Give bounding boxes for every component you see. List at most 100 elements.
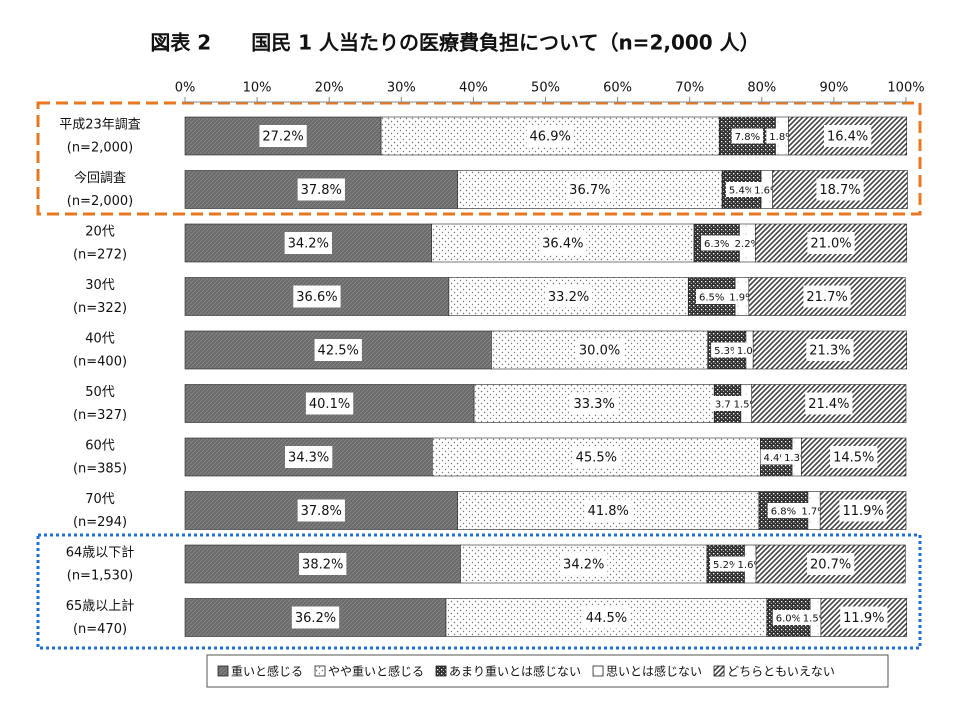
value-label: 33.3% <box>574 397 615 412</box>
value-label-bg <box>560 553 608 575</box>
value-label: 6.8% <box>771 507 796 518</box>
value-label: 36.6% <box>296 290 337 305</box>
value-label: 6.3% <box>704 239 729 250</box>
value-label-bg <box>830 446 878 468</box>
category-label: 70代 <box>85 492 115 507</box>
category-sublabel: (n=385) <box>73 462 127 477</box>
x-tick-label: 70% <box>675 81 704 96</box>
value-label-bg <box>695 289 728 304</box>
x-tick-label: 30% <box>387 81 416 96</box>
category-label: 64歳以下計 <box>66 545 135 561</box>
value-label: 37.8% <box>301 183 342 198</box>
value-label: 4.4% <box>764 453 789 464</box>
category-label: 65歳以上計 <box>66 598 135 614</box>
legend-swatch <box>217 665 229 677</box>
value-label-bg <box>291 606 340 629</box>
x-tick-label: 60% <box>603 81 632 96</box>
x-tick-label: 50% <box>531 81 560 96</box>
value-label-bg <box>582 606 631 629</box>
value-label-bg <box>805 392 853 415</box>
x-tick-label: 10% <box>243 81 272 96</box>
value-label-bg <box>297 178 345 201</box>
x-tick-label: 40% <box>459 81 488 96</box>
value-label: 11.9% <box>842 504 883 519</box>
value-label: 38.2% <box>302 558 343 573</box>
value-label-bg <box>806 553 855 575</box>
category-label: 60代 <box>85 439 115 454</box>
bar-segment <box>751 384 907 423</box>
highlight-box <box>36 533 922 650</box>
legend-label: 思いとは感じない <box>606 664 702 679</box>
category-label: 平成23年調査 <box>59 118 141 133</box>
category-label: 50代 <box>85 385 115 400</box>
value-label-bg <box>259 125 307 147</box>
x-tick-label: 80% <box>747 81 776 96</box>
value-label: 6.5% <box>699 293 724 304</box>
value-label-bg <box>803 285 851 308</box>
value-label-bg <box>840 606 888 629</box>
value-label-bg <box>566 178 614 201</box>
value-label: 36.7% <box>569 183 610 198</box>
category-sublabel: (n=322) <box>73 301 127 316</box>
value-label: 46.9% <box>530 130 571 145</box>
value-label-bg <box>839 499 887 522</box>
value-label-bg <box>823 125 872 147</box>
value-label-bg <box>299 553 347 575</box>
legend-label: あまり重いとは感じない <box>449 664 581 679</box>
category-sublabel: (n=2,000) <box>67 141 134 156</box>
value-label: 5.3% <box>714 346 739 357</box>
value-label-bg <box>570 392 618 415</box>
category-sublabel: (n=1,530) <box>67 569 134 584</box>
value-label-bg <box>701 235 733 251</box>
value-label: 40.1% <box>309 397 350 412</box>
x-tick-label: 100% <box>887 81 924 96</box>
value-label-bg <box>725 182 758 197</box>
category-label: 今回調査 <box>74 170 126 186</box>
category-sublabel: (n=327) <box>73 408 127 423</box>
bar-segment <box>184 544 461 584</box>
legend-swatch <box>435 665 447 677</box>
value-label-bg <box>816 178 864 201</box>
value-label: 1.5% <box>734 400 759 411</box>
value-label: 45.5% <box>576 451 617 466</box>
value-label: 1.3% <box>784 453 809 464</box>
value-label-bg <box>526 125 574 147</box>
value-label-bg <box>575 339 624 361</box>
value-label-bg <box>305 392 354 415</box>
value-label-bg <box>710 556 742 572</box>
value-label: 41.8% <box>588 504 629 519</box>
x-tick-label: 20% <box>315 81 344 96</box>
value-label: 18.7% <box>819 183 860 198</box>
value-label: 21.7% <box>806 290 847 305</box>
value-label: 1.7% <box>801 507 826 518</box>
category-label: 40代 <box>85 332 115 347</box>
category-label: 20代 <box>85 225 115 240</box>
value-label: 34.2% <box>288 237 329 252</box>
value-label: 30.0% <box>579 344 620 359</box>
value-label-bg <box>293 285 341 308</box>
legend-label: どちらともいえない <box>727 665 835 679</box>
value-label: 1.8% <box>769 132 794 143</box>
value-label: 21.3% <box>809 344 850 359</box>
value-label: 5.4% <box>729 186 754 197</box>
value-label: 37.8% <box>301 504 342 519</box>
value-label: 44.5% <box>586 611 627 626</box>
legend-label: やや重いと感じる <box>328 664 424 679</box>
value-label-bg <box>772 610 805 625</box>
value-label: 21.4% <box>808 397 849 412</box>
category-label: 30代 <box>85 278 115 293</box>
value-label-bg <box>767 503 800 518</box>
value-label: 2.2% <box>735 239 760 250</box>
value-label-bg <box>539 232 587 254</box>
value-label: 36.2% <box>295 611 336 626</box>
value-label: 34.3% <box>288 451 329 466</box>
value-label: 1.6% <box>738 560 763 571</box>
legend-label: 重いと感じる <box>231 664 303 679</box>
value-label: 7.8% <box>735 132 760 143</box>
category-sublabel: (n=470) <box>73 622 127 637</box>
value-label: 3.7% <box>715 400 740 411</box>
value-label: 1.5% <box>803 614 828 625</box>
value-label: 21.0% <box>810 237 851 252</box>
value-label-bg <box>807 232 855 254</box>
value-label-bg <box>284 232 332 254</box>
